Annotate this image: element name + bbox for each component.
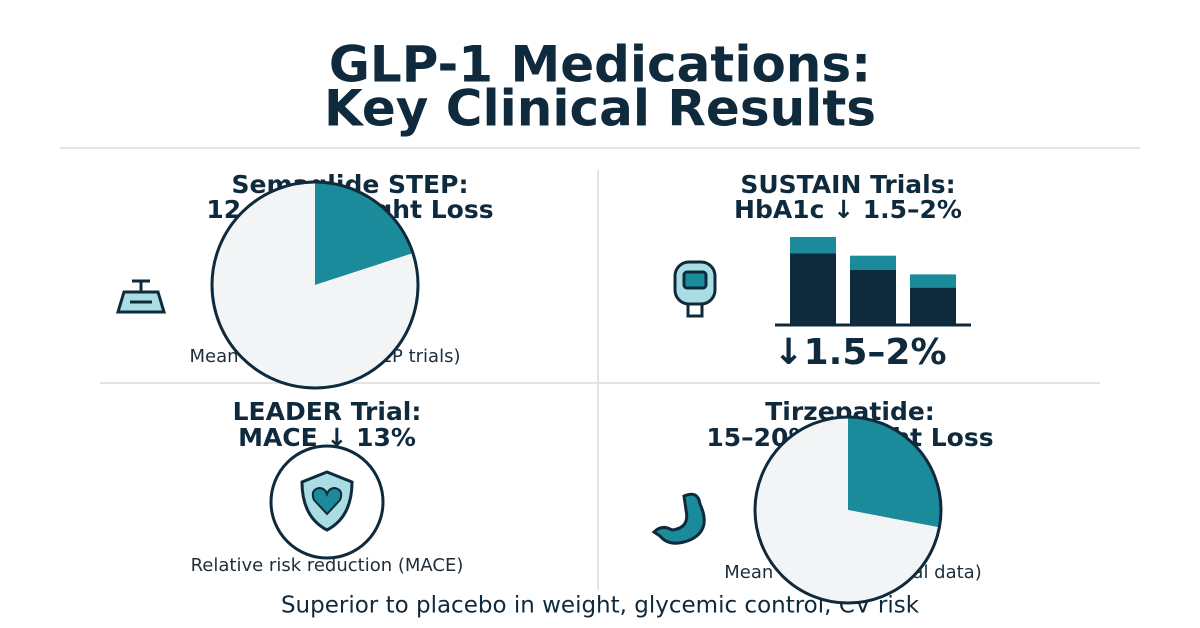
panel-title: LEADER Trial: [233, 397, 422, 426]
glucometer-icon [673, 260, 717, 318]
panel-title: SUSTAIN Trials: [740, 170, 955, 199]
bar-segment [910, 274, 956, 288]
caption: Relative risk reduction (MACE) [191, 555, 464, 576]
highlight: ↓1.5–2% [773, 332, 946, 373]
pie-slice [212, 182, 419, 389]
pie-outline [210, 180, 420, 390]
pie-slice [848, 417, 941, 528]
bar-segment [850, 255, 896, 270]
bar-segment [850, 270, 896, 325]
stomach-icon [651, 492, 706, 545]
pie-outline [753, 415, 943, 605]
title: Key Clinical Results [324, 80, 876, 138]
title: GLP-1 Medications: [329, 36, 871, 94]
shield-icon [269, 444, 385, 560]
scale-icon [115, 279, 167, 314]
bar-segment [910, 287, 956, 325]
pie-slice [315, 182, 413, 285]
bar-segment [790, 237, 836, 254]
bar-segment [790, 253, 836, 325]
panel-title: HbA1c ↓ 1.5–2% [734, 195, 962, 224]
pie-slice [754, 417, 940, 603]
